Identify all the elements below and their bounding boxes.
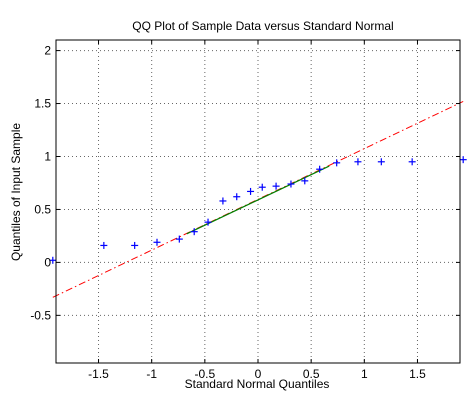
grid-lines [56, 40, 460, 363]
data-point [377, 158, 385, 166]
data-point [258, 183, 266, 191]
data-point [190, 228, 198, 236]
data-point [131, 241, 139, 249]
x-tick-label: -1 [146, 367, 157, 381]
data-point [316, 165, 324, 173]
x-tick-label: 0 [255, 367, 262, 381]
y-tick-label: -0.5 [30, 308, 51, 322]
data-point [272, 182, 280, 190]
y-tick-labels: -0.5 0 0.5 1 1.5 2 [30, 44, 51, 323]
y-tick-label: 2 [44, 44, 51, 58]
x-tick-label: -0.5 [194, 367, 215, 381]
x-tick-labels: -1.5 -1 -0.5 0 0.5 1 1.5 [88, 367, 426, 381]
data-point [287, 180, 295, 188]
x-tick-label: 0.5 [303, 367, 320, 381]
data-point [219, 197, 227, 205]
y-tick-label: 0 [44, 255, 51, 269]
data-point [100, 241, 108, 249]
data-point [459, 156, 467, 164]
data-point [247, 187, 255, 195]
reference-line [52, 100, 464, 298]
x-tick-label: -1.5 [88, 367, 109, 381]
data-point [49, 256, 57, 264]
y-tick-label: 0.5 [34, 202, 51, 216]
y-axis-label: Quantiles of Input Sample [9, 123, 23, 261]
y-tick-label: 1.5 [34, 97, 51, 111]
data-point [175, 235, 183, 243]
data-point [233, 193, 241, 201]
tick-marks [56, 40, 460, 363]
x-axis-label: Standard Normal Quantiles [185, 377, 330, 391]
x-tick-label: 1.5 [409, 367, 426, 381]
data-point [301, 177, 309, 185]
data-point [204, 218, 212, 226]
y-tick-label: 1 [44, 149, 51, 163]
marker-layer [49, 156, 467, 264]
data-point [153, 238, 161, 246]
line-layer [52, 100, 464, 298]
chart-title: QQ Plot of Sample Data versus Standard N… [132, 19, 393, 33]
x-tick-label: 1 [361, 367, 368, 381]
data-point [333, 159, 341, 167]
data-point [408, 158, 416, 166]
data-point [354, 158, 362, 166]
